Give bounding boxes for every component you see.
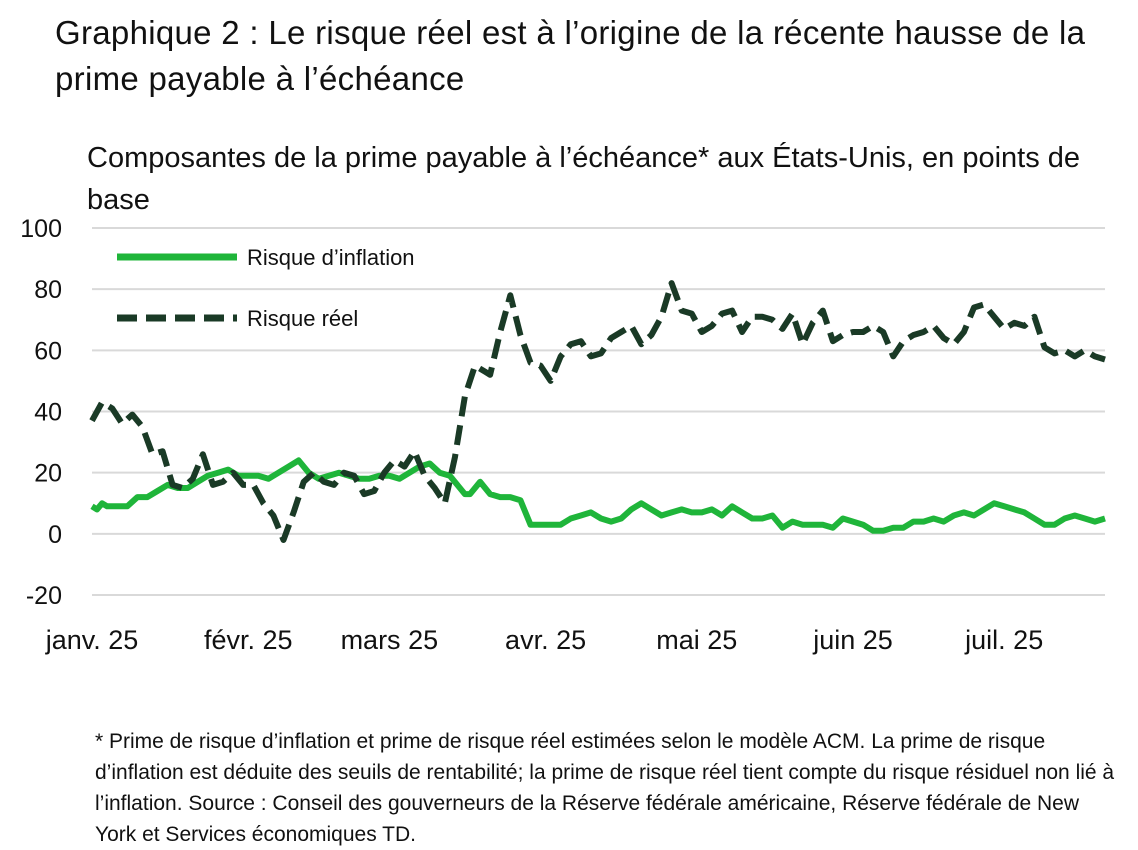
footnote: * Prime de risque d’inflation et prime d… bbox=[95, 730, 1115, 846]
legend-label: Risque réel bbox=[247, 306, 358, 331]
x-tick-label: juin 25 bbox=[812, 625, 893, 655]
y-tick-label: 80 bbox=[34, 276, 62, 304]
chart-subtitle: Composantes de la prime payable à l’éché… bbox=[87, 142, 1081, 216]
y-tick-label: 60 bbox=[34, 337, 62, 365]
x-axis-tick-labels: janv. 25 févr. 25 mars 25 avr. 25 mai 25 juin… bbox=[45, 625, 1044, 655]
y-axis-tick-labels: -20 0 20 40 60 80 100 bbox=[20, 215, 62, 610]
series-line-risque-reel bbox=[89, 280, 1106, 543]
chart-series bbox=[89, 280, 1106, 543]
x-tick-label: févr. 25 bbox=[204, 625, 293, 655]
legend-label: Risque d’inflation bbox=[247, 245, 415, 270]
chart-title: Graphique 2 : Le risque réel est à l’ori… bbox=[55, 14, 1086, 97]
y-tick-label: 20 bbox=[34, 460, 62, 488]
chart-gridlines bbox=[92, 227, 1105, 596]
legend-item-risque-reel: Risque réel bbox=[117, 306, 358, 331]
x-tick-label: mai 25 bbox=[656, 625, 737, 655]
x-tick-label: juil. 25 bbox=[964, 625, 1043, 655]
series-line-risque-inflation bbox=[90, 457, 1106, 534]
y-tick-label: -20 bbox=[26, 582, 62, 610]
x-tick-label: avr. 25 bbox=[505, 625, 586, 655]
legend-item-risque-inflation: Risque d’inflation bbox=[117, 245, 415, 270]
y-tick-label: 100 bbox=[20, 215, 62, 243]
y-tick-label: 40 bbox=[34, 399, 62, 427]
x-tick-label: mars 25 bbox=[341, 625, 439, 655]
x-tick-label: janv. 25 bbox=[45, 625, 139, 655]
chart-legend: Risque d’inflation Risque réel bbox=[117, 245, 415, 331]
y-tick-label: 0 bbox=[48, 521, 62, 549]
